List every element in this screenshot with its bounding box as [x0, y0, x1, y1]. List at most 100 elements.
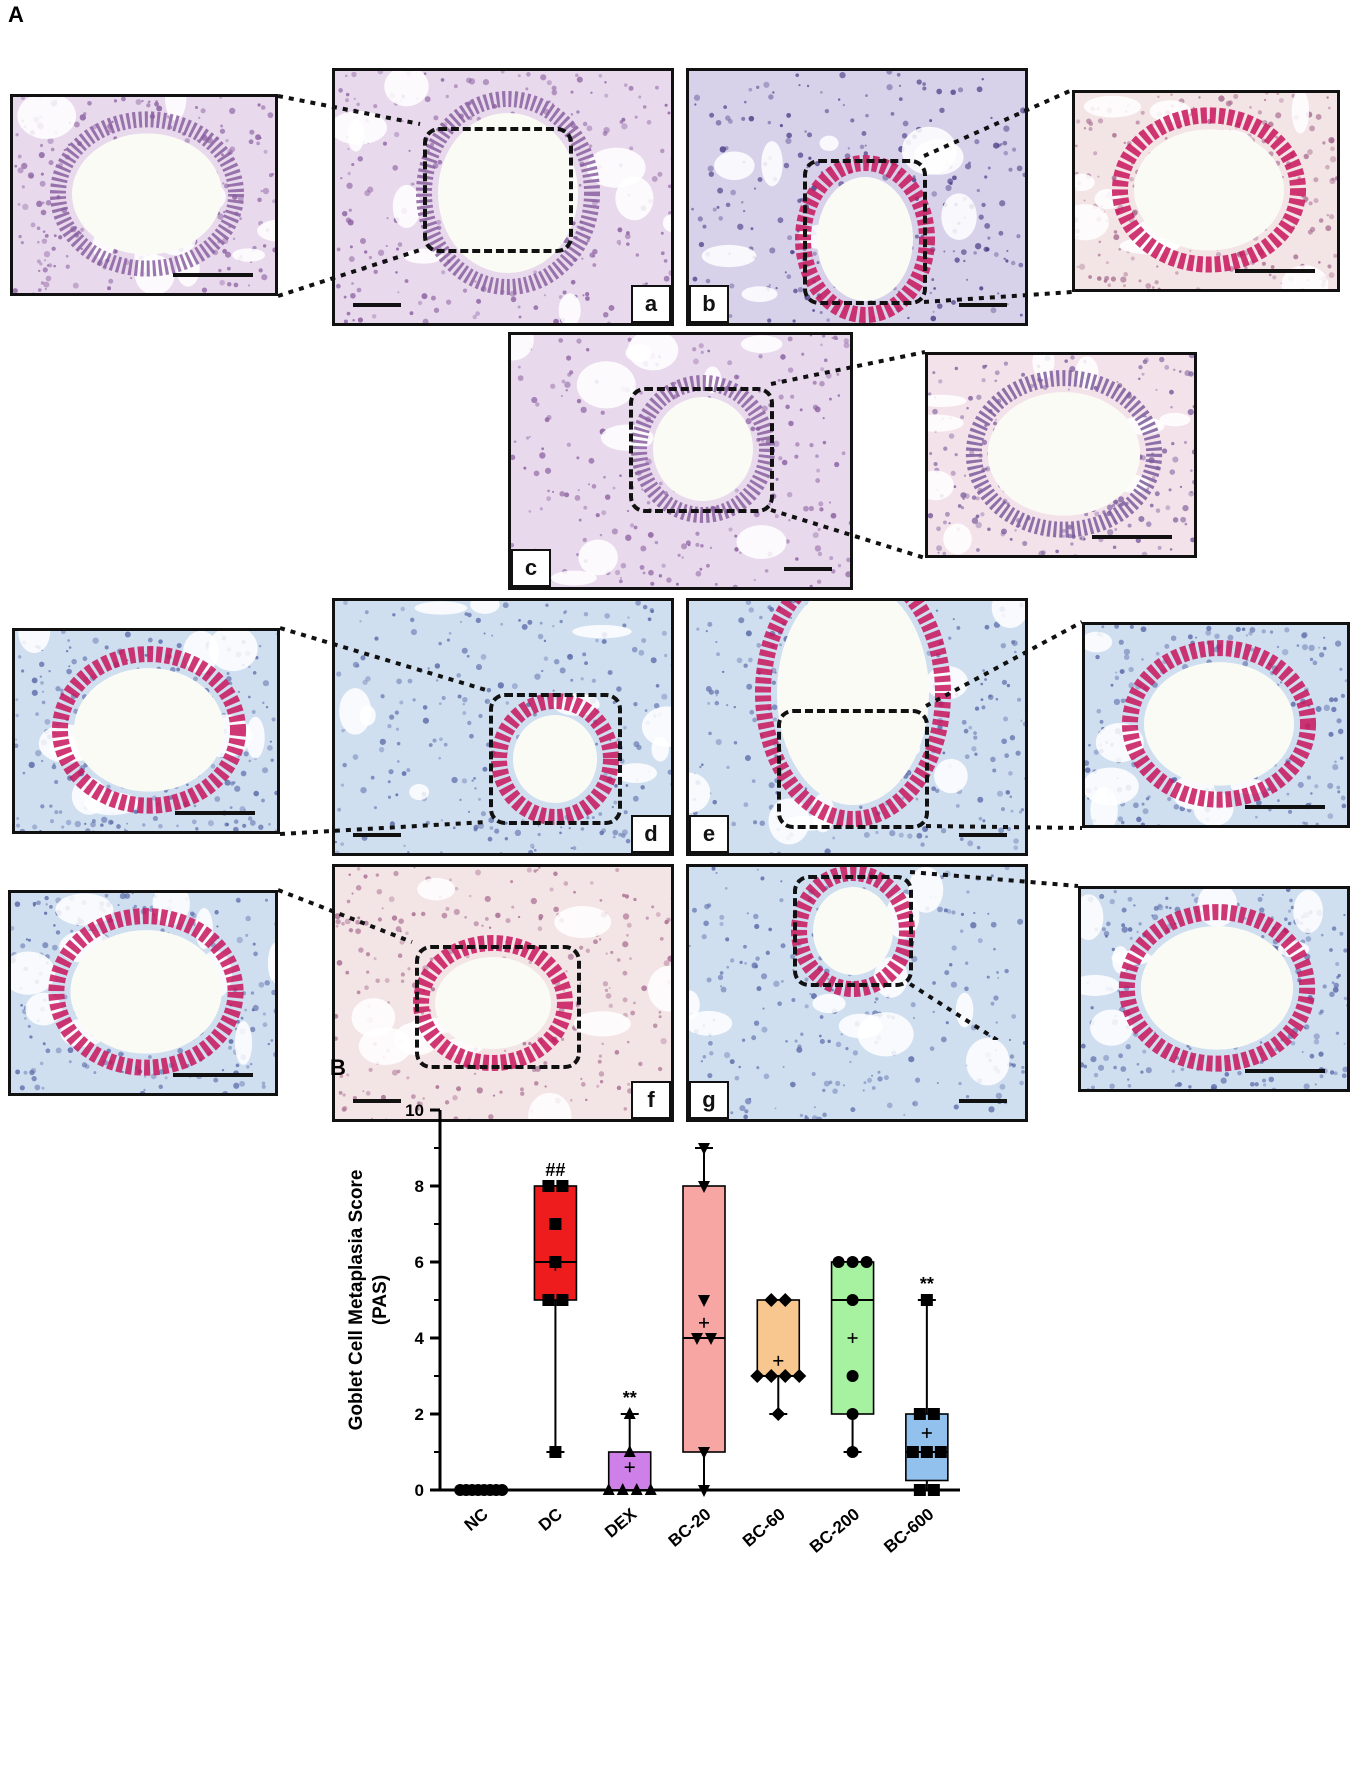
data-point [927, 1484, 940, 1496]
data-point [705, 1333, 717, 1345]
x-category-label: BC-60 [739, 1505, 789, 1551]
micrograph-inset-g [1078, 886, 1350, 1092]
zoom-connector-line [279, 820, 487, 836]
zoom-connector-line [277, 94, 421, 126]
data-point [556, 1294, 569, 1306]
data-point [860, 1256, 873, 1268]
data-point [846, 1256, 859, 1268]
subpanel-label-b: b [689, 285, 729, 323]
data-point [549, 1256, 562, 1268]
data-point [792, 1369, 807, 1383]
scale-bar [175, 811, 255, 815]
data-point [906, 1446, 919, 1458]
micrograph-inset-f [8, 890, 278, 1096]
subpanel-label-d: d [631, 815, 671, 853]
micrograph-c: c [508, 332, 853, 590]
scale-bar [353, 303, 401, 307]
box-dc [533, 1185, 578, 1301]
significance-annotation: ** [623, 1388, 637, 1408]
data-point [698, 1485, 710, 1497]
x-category-label: DC [535, 1505, 566, 1535]
y-axis-label: (PAS) [370, 1275, 391, 1325]
micrograph-inset-d [12, 628, 280, 834]
zoom-connector-line [925, 620, 1083, 708]
significance-annotation: ** [920, 1274, 934, 1294]
data-point [846, 1408, 859, 1420]
region-of-interest-box [793, 875, 913, 987]
x-category-label: BC-20 [665, 1505, 715, 1551]
subpanel-label-e: e [689, 815, 729, 853]
micrograph-inset-b [1072, 90, 1340, 292]
scale-bar [784, 567, 832, 571]
data-point [927, 1408, 940, 1420]
y-tick-label: 6 [415, 1253, 424, 1272]
connector-overlay [277, 88, 1083, 1040]
subpanel-label-g: g [689, 1081, 729, 1119]
zoom-connector-line [770, 350, 926, 386]
data-point [549, 1218, 562, 1230]
data-point [602, 1483, 615, 1495]
data-point [846, 1446, 859, 1458]
micrograph-inset-c [925, 352, 1197, 558]
subpanel-label-c: c [511, 549, 551, 587]
scale-bar [959, 303, 1007, 307]
panel-a-letter: A [8, 2, 24, 27]
region-of-interest-box [415, 945, 581, 1069]
data-point [778, 1369, 793, 1383]
data-point [691, 1333, 703, 1345]
data-point [934, 1446, 947, 1458]
zoom-connector-line [925, 824, 1083, 830]
data-point [616, 1483, 629, 1495]
micrograph-d: d [332, 598, 674, 856]
data-point [698, 1143, 710, 1155]
data-point [542, 1294, 555, 1306]
micrograph-inset-a [10, 94, 278, 296]
region-of-interest-box [777, 709, 929, 829]
micrograph-g: g [686, 864, 1028, 1122]
data-point [644, 1483, 657, 1495]
data-point [778, 1293, 793, 1307]
data-point [630, 1483, 643, 1495]
scale-bar [173, 273, 253, 277]
x-category-label: BC-600 [880, 1505, 937, 1557]
data-point [698, 1447, 710, 1459]
micrograph-a: a [332, 68, 674, 326]
scale-bar [959, 833, 1007, 837]
scale-bar [1092, 535, 1172, 539]
data-point [750, 1369, 765, 1383]
region-of-interest-box [629, 387, 774, 513]
data-point [764, 1369, 779, 1383]
data-point [764, 1293, 779, 1307]
y-tick-label: 10 [405, 1101, 424, 1120]
y-tick-label: 8 [415, 1177, 424, 1196]
box-plot-chart: 0 2 4 6 8 10 Goblet Cell Metaplasia Score (PAS)… [346, 1101, 960, 1557]
zoom-connector-line [277, 248, 421, 298]
region-of-interest-box [803, 159, 927, 305]
scale-bar [959, 1099, 1007, 1103]
panel-b-letter: B [330, 1055, 346, 1080]
scale-bar [1245, 1069, 1325, 1073]
scale-bar [173, 1073, 253, 1077]
zoom-connector-line [923, 290, 1073, 304]
subpanel-label-a: a [631, 285, 671, 323]
data-point [920, 1294, 933, 1306]
data-point [913, 1408, 926, 1420]
zoom-connector-line [923, 88, 1073, 158]
data-point [542, 1180, 555, 1192]
micrograph-inset-e [1082, 622, 1350, 828]
data-point [698, 1181, 710, 1193]
data-point [556, 1180, 569, 1192]
region-of-interest-box [489, 693, 622, 825]
data-point [623, 1445, 636, 1457]
data-point [698, 1295, 710, 1307]
scale-bar [1235, 269, 1315, 273]
zoom-connector-line [770, 508, 926, 560]
data-point [832, 1256, 845, 1268]
x-category-label: BC-200 [806, 1505, 863, 1557]
zoom-connector-line [279, 626, 487, 692]
data-point [771, 1407, 786, 1421]
micrograph-b: b [686, 68, 1028, 326]
x-category-label: DEX [601, 1504, 640, 1541]
micrograph-f: f [332, 864, 674, 1122]
zoom-connector-line [277, 888, 413, 944]
